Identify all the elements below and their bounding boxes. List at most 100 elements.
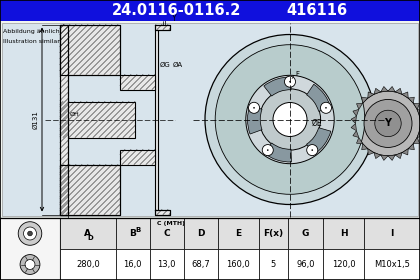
Bar [60,25,68,214]
Polygon shape [388,155,395,160]
Text: E: E [235,229,241,238]
Circle shape [262,144,273,156]
Text: Abbildung ähnlich: Abbildung ähnlich [3,29,60,34]
Wedge shape [307,84,331,111]
Text: Y: Y [172,14,177,23]
Circle shape [307,144,318,156]
Bar [184,249,218,280]
Bar [120,74,155,90]
Bar [60,218,116,249]
Bar [120,150,155,165]
Wedge shape [247,105,262,134]
Bar [323,218,364,249]
Bar [155,29,158,209]
Text: H: H [340,229,348,238]
Polygon shape [408,144,414,150]
Polygon shape [374,153,381,158]
Text: Ate: Ate [264,90,306,109]
Bar [0,21,420,218]
Polygon shape [388,87,395,92]
Wedge shape [307,128,331,155]
Text: B: B [129,229,136,238]
Bar [0,218,420,280]
Text: ØA: ØA [173,62,183,67]
Bar [155,25,170,29]
Text: 68,7: 68,7 [192,260,210,269]
Polygon shape [368,149,374,155]
Polygon shape [368,92,374,98]
Bar [259,218,288,249]
Polygon shape [408,97,414,103]
Text: Ø131: Ø131 [33,110,39,129]
Wedge shape [264,143,291,162]
Polygon shape [417,131,420,137]
Polygon shape [362,97,368,103]
Polygon shape [351,123,357,131]
Polygon shape [353,109,359,116]
Polygon shape [374,88,381,94]
Bar [116,249,150,280]
Circle shape [20,255,40,274]
Circle shape [24,227,37,240]
Circle shape [289,81,291,83]
Bar [155,25,170,29]
Text: 160,0: 160,0 [226,260,250,269]
Bar [218,249,259,280]
Bar [60,165,120,214]
Bar [0,0,420,21]
Text: D: D [197,229,205,238]
Bar [60,25,120,74]
Circle shape [311,149,313,151]
Circle shape [356,91,420,156]
Circle shape [25,260,35,269]
Wedge shape [264,77,291,96]
Circle shape [267,149,269,151]
Bar [364,249,420,280]
Bar [60,102,135,137]
Text: 416116: 416116 [286,3,348,18]
Circle shape [284,76,296,87]
Text: 280,0: 280,0 [76,260,100,269]
Text: ØH: ØH [70,112,80,117]
Circle shape [364,99,412,148]
Circle shape [246,75,334,164]
Text: 24.0116-0116.2: 24.0116-0116.2 [112,3,241,18]
Bar [116,218,150,249]
Text: Illustration similar: Illustration similar [3,39,60,44]
Bar [150,218,184,249]
Polygon shape [353,131,359,137]
Text: F: F [295,71,299,77]
Text: 13,0: 13,0 [158,260,176,269]
Bar [60,165,120,214]
Bar [323,249,364,280]
Text: 96,0: 96,0 [297,260,315,269]
Bar [150,249,184,280]
Bar [364,218,420,249]
Text: Y: Y [384,118,391,129]
Bar [60,249,116,280]
Polygon shape [381,87,388,92]
Circle shape [18,222,42,245]
Bar [155,209,170,214]
Polygon shape [402,149,408,155]
Circle shape [325,107,327,109]
Bar [60,25,68,214]
Bar [184,218,218,249]
Bar [0,218,60,280]
Text: G: G [302,229,310,238]
Polygon shape [381,155,388,160]
Circle shape [273,102,307,137]
Polygon shape [413,103,420,109]
Text: I: I [391,229,394,238]
Polygon shape [357,103,362,109]
Text: 120,0: 120,0 [332,260,356,269]
Circle shape [249,102,260,113]
Bar [288,249,323,280]
Bar [60,25,120,74]
Polygon shape [402,92,408,98]
Text: ØE: ØE [312,119,323,128]
Polygon shape [395,153,402,158]
Text: A: A [84,229,92,238]
Bar [2,23,418,216]
Circle shape [253,107,255,109]
